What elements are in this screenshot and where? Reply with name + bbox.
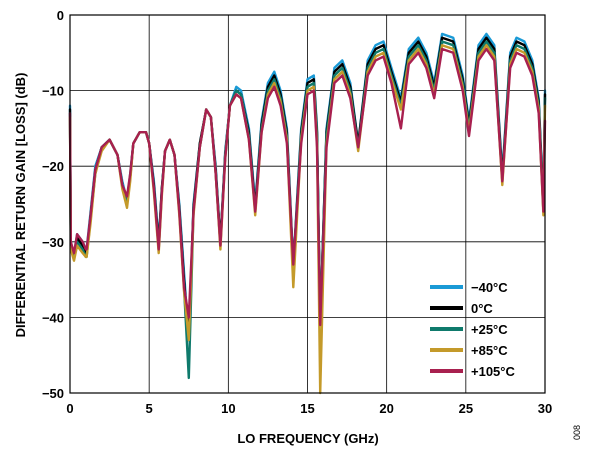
y-tick-label: −10 bbox=[42, 84, 64, 99]
y-tick-label: −50 bbox=[42, 386, 64, 401]
x-tick-label: 5 bbox=[146, 401, 153, 416]
x-tick-label: 15 bbox=[300, 401, 314, 416]
y-tick-label: −40 bbox=[42, 310, 64, 325]
y-tick-labels: 0 −10 −20 −30 −40 −50 bbox=[42, 8, 64, 401]
legend-label: +25°C bbox=[471, 322, 508, 337]
y-axis-title: DIFFERENTIAL RETURN GAIN [LOSS] (dB) bbox=[13, 73, 28, 338]
x-tick-label: 0 bbox=[66, 401, 73, 416]
y-tick-label: −20 bbox=[42, 159, 64, 174]
legend-label: +105°C bbox=[471, 364, 515, 379]
x-tick-label: 25 bbox=[459, 401, 473, 416]
y-tick-label: −30 bbox=[42, 235, 64, 250]
series-lines bbox=[68, 32, 547, 395]
x-tick-labels: 0 5 10 15 20 25 30 bbox=[66, 401, 552, 416]
legend-label: 0°C bbox=[471, 301, 493, 316]
x-axis-title: LO FREQUENCY (GHz) bbox=[237, 431, 378, 446]
legend-label: +85°C bbox=[471, 343, 508, 358]
x-tick-label: 30 bbox=[538, 401, 552, 416]
y-tick-label: 0 bbox=[57, 8, 64, 23]
legend: −40°C 0°C +25°C +85°C +105°C bbox=[430, 280, 515, 379]
legend-label: −40°C bbox=[471, 280, 508, 295]
plot-frame bbox=[69, 14, 546, 394]
series-line bbox=[68, 47, 547, 327]
x-tick-label: 10 bbox=[221, 401, 235, 416]
figure-id: 008 bbox=[572, 425, 582, 440]
x-tick-label: 20 bbox=[379, 401, 393, 416]
